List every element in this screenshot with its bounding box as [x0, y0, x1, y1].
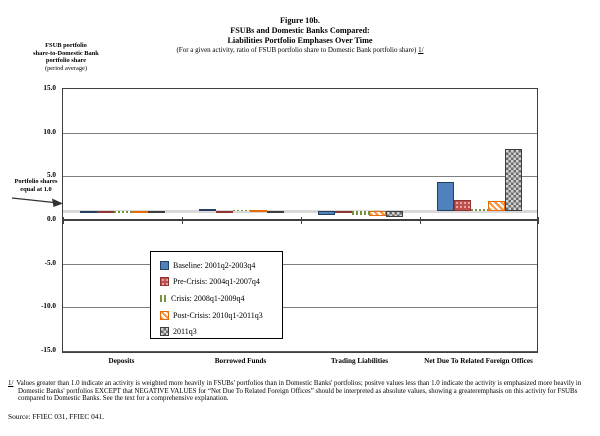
baseline-reference-line: [63, 209, 537, 213]
x-axis-category-label: Trading Liabilities: [330, 357, 389, 365]
gridline-y--10: [63, 307, 537, 309]
y-axis-title: FSUB portfolio share-to-Domestic Bank po…: [12, 42, 120, 72]
gridline-y-0: [63, 219, 537, 221]
bar-series0-cat3: [437, 182, 454, 212]
bar-series1-cat2: [335, 211, 352, 214]
y-axis-tick-label: 15.0: [43, 84, 56, 92]
legend-label: 2011q3: [173, 327, 197, 337]
category-axis-tick: [182, 217, 183, 224]
category-axis-tick: [420, 217, 421, 224]
gridline-y--15: [63, 351, 537, 352]
bar-series0-cat0: [80, 211, 97, 214]
y-axis-tick-label: -5.0: [44, 258, 56, 267]
source-line: Source: FFIEC 031, FFIEC 041.: [8, 412, 105, 421]
y-axis-title-line: share-to-Domestic Bank: [33, 49, 99, 57]
bar-series2-cat2: [352, 211, 369, 215]
legend-label: Crisis: 2008q1-2009q4: [171, 293, 245, 303]
footnote-reference-mark: 1/: [8, 380, 14, 387]
bar-series3-cat0: [131, 211, 148, 214]
bar-series4-cat0: [148, 211, 165, 214]
gridline-y-10: [63, 132, 537, 134]
bar-series1-cat3: [454, 199, 471, 212]
chart-title-block: Figure 10b. FSUBs and Domestic Banks Com…: [0, 16, 600, 56]
bar-series0-cat1: [199, 208, 216, 212]
legend-swatch-icon: [160, 260, 169, 270]
y-axis-tick-label: 0.0: [47, 215, 56, 223]
bar-series2-cat1: [233, 209, 250, 212]
bar-series4-cat3: [505, 149, 522, 212]
baseline-annotation: Portfolio shares equal at 1.0: [4, 178, 68, 194]
right-arrow-icon: [11, 197, 63, 207]
baseline-annotation-line: equal at 1.0: [20, 185, 52, 193]
legend-swatch-icon: [160, 310, 169, 320]
legend-label: Pre-Crisis: 2004q1-2007q4: [173, 277, 260, 287]
footnote: 1/Values greater than 1.0 indicate an ac…: [8, 380, 596, 403]
bar-series4-cat1: [267, 211, 284, 214]
legend-item: 2011q3: [160, 323, 282, 340]
x-axis-category-label: Borrowed Funds: [214, 357, 267, 365]
chart-subtitle-text: (For a given activity, ratio of FSUB por…: [176, 46, 417, 55]
legend-item: Baseline: 2001q2-2003q4: [160, 257, 282, 274]
bar-series3-cat2: [369, 211, 386, 217]
chart-subtitle: (For a given activity, ratio of FSUB por…: [0, 46, 600, 56]
y-axis-tick-label: 10.0: [43, 127, 56, 136]
x-axis-category-label: Deposits: [108, 357, 135, 365]
legend-swatch-icon: [160, 327, 169, 337]
y-axis-tick-label: -10.0: [41, 302, 56, 311]
legend-swatch-icon: [160, 294, 167, 302]
x-axis-category-label: Net Due To Related Foreign Offices: [424, 357, 533, 365]
baseline-annotation-line: Portfolio shares: [14, 178, 58, 185]
y-axis-title-line: (period average): [44, 64, 88, 72]
bar-series3-cat1: [250, 210, 267, 212]
figure-number: Figure 10b.: [280, 16, 320, 25]
y-axis-title-line: portfolio share: [45, 57, 87, 65]
bar-series2-cat3: [471, 208, 488, 212]
y-axis-tick-label: 5.0: [47, 171, 56, 180]
chart-legend: Baseline: 2001q2-2003q4 Pre-Crisis: 2004q…: [150, 251, 283, 339]
bar-series3-cat3: [488, 200, 505, 212]
bar-series1-cat1: [216, 210, 233, 213]
legend-item: Crisis: 2008q1-2009q4: [160, 290, 282, 307]
footnote-reference-mark: 1/: [418, 46, 424, 55]
bar-series0-cat2: [318, 211, 335, 215]
gridline-y--5: [63, 263, 537, 265]
y-axis-title-line: FSUB portfolio: [45, 42, 87, 49]
category-axis-tick: [301, 217, 302, 224]
gridline-y-5: [63, 176, 537, 178]
y-axis-tick-label: -15.0: [41, 346, 56, 354]
legend-label: Post-Crisis: 2010q1-2011q3: [173, 310, 263, 320]
footnote-text: Values greater than 1.0 indicate an acti…: [16, 380, 582, 403]
chart-title-line-2: Liabilities Portfolio Emphases Over Time: [227, 35, 373, 45]
legend-item: Post-Crisis: 2010q1-2011q3: [160, 307, 282, 324]
chart-title-line-1: FSUBs and Domestic Banks Compared:: [230, 25, 370, 35]
plot-area: [62, 88, 539, 353]
legend-label: Baseline: 2001q2-2003q4: [173, 260, 256, 270]
bar-series4-cat2: [386, 211, 403, 217]
category-axis-tick: [538, 217, 539, 224]
category-axis-tick: [63, 217, 64, 224]
bar-series1-cat0: [97, 211, 114, 214]
legend-item: Pre-Crisis: 2004q1-2007q4: [160, 274, 282, 291]
bar-series2-cat0: [114, 211, 131, 213]
legend-swatch-icon: [160, 277, 169, 287]
